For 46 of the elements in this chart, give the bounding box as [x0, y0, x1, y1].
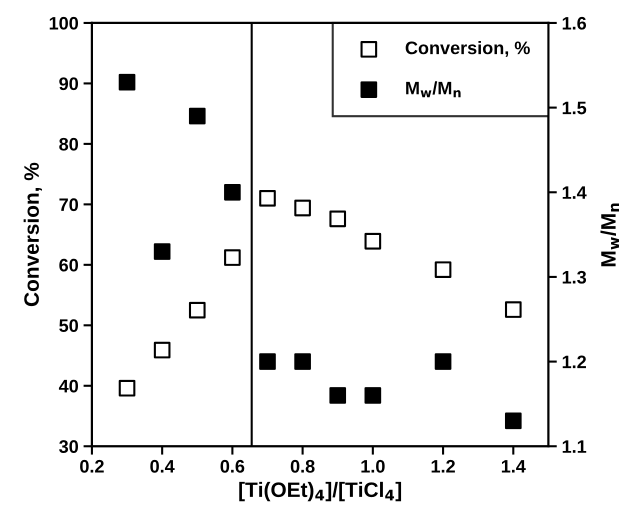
y2-axis-title: M$_{w}$/M$_{n}$ — [600, 203, 619, 266]
y-tick-label: 90 — [59, 77, 78, 90]
y2-tick-label: 1.5 — [562, 102, 586, 114]
point — [118, 380, 136, 397]
point — [364, 387, 382, 404]
legend-label: Conversion, % — [406, 41, 530, 57]
y2-tick-label: 1.1 — [562, 440, 586, 453]
point — [329, 210, 346, 228]
point — [329, 387, 346, 404]
point — [154, 243, 170, 260]
y2-tick-label: 1.4 — [562, 186, 587, 199]
x-tick-label: 0.2 — [80, 460, 104, 473]
x-tick-label: 0.6 — [220, 460, 244, 473]
y-tick-label: 40 — [58, 380, 78, 392]
y2-tick-label: 1.2 — [562, 356, 586, 368]
point — [118, 74, 136, 91]
point — [504, 301, 522, 318]
point — [294, 353, 311, 370]
y-tick-label: 50 — [59, 319, 78, 332]
x-tick-label: 1.4 — [502, 460, 526, 473]
x-axis-title: [Ti(OEt)$_{4}$]/[TiCl$_{4}$] — [239, 482, 402, 502]
y-tick-label: 60 — [59, 258, 78, 272]
point — [364, 232, 382, 250]
point — [259, 190, 276, 207]
point — [224, 184, 241, 201]
x-tick-label: 0.8 — [290, 460, 315, 473]
point — [224, 249, 241, 266]
y-tick-label: 70 — [59, 198, 78, 212]
point — [294, 200, 311, 216]
point — [504, 412, 522, 430]
point — [188, 302, 206, 319]
legend-label: M$_{w}$/M$_{n}$ — [406, 81, 461, 98]
y2-tick-label: 1.3 — [562, 270, 586, 284]
x-tick-label: 1.0 — [361, 460, 385, 473]
y-axis-title: Conversion, % — [24, 162, 42, 306]
x-tick-label: 0.4 — [150, 460, 175, 473]
y-tick-label: 30 — [59, 440, 78, 453]
point — [154, 342, 170, 358]
point — [188, 108, 206, 124]
point — [434, 261, 452, 278]
y-tick-label: 80 — [59, 138, 78, 151]
point — [434, 353, 452, 370]
y2-tick-label: 1.6 — [562, 16, 586, 30]
y-tick-label: 100 — [50, 16, 78, 30]
point — [259, 353, 276, 370]
x-tick-label: 1.2 — [432, 460, 455, 473]
